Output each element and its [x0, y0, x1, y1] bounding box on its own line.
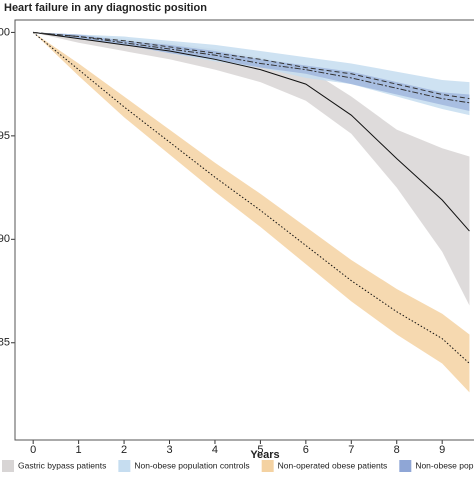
x-tick-label: 2 — [121, 444, 127, 456]
x-tick-label: 4 — [212, 444, 218, 456]
legend-swatch — [261, 460, 274, 472]
survival-line — [33, 31, 470, 232]
x-axis-label: Years — [250, 449, 279, 461]
ci-band — [33, 32, 470, 393]
x-tick-label: 1 — [76, 444, 82, 456]
legend-label: Non-operated obese patients — [278, 460, 388, 470]
x-tick-label: 9 — [439, 444, 445, 456]
legend-label: Gastric bypass patients — [18, 460, 106, 470]
legend-label: Non-obese population controls — [134, 460, 249, 470]
y-tick-label: 1.00 — [0, 26, 10, 38]
survival-line — [32, 32, 470, 364]
ci-band — [33, 32, 470, 306]
legend-swatch — [118, 460, 131, 472]
legend-label: Non-obese population controls — [415, 460, 474, 470]
legend-swatch — [399, 460, 412, 472]
plot-frame — [14, 19, 474, 441]
y-tick-label: 0.85 — [0, 337, 10, 349]
y-tick-label: 0.90 — [0, 233, 10, 245]
x-tick-label: 5 — [257, 444, 263, 456]
x-tick-label: 3 — [166, 444, 172, 456]
y-tick-label: 0.95 — [0, 130, 10, 142]
survival-line — [33, 31, 470, 104]
x-tick-label: 6 — [303, 444, 309, 456]
x-tick-label: 7 — [348, 444, 354, 456]
x-tick-label: 0 — [30, 444, 36, 456]
ci-band — [33, 32, 470, 116]
x-tick-label: 8 — [394, 444, 400, 456]
legend-swatch — [2, 460, 14, 472]
chart-title: Heart failure in any diagnostic position — [4, 2, 207, 14]
survival-line — [33, 31, 470, 100]
